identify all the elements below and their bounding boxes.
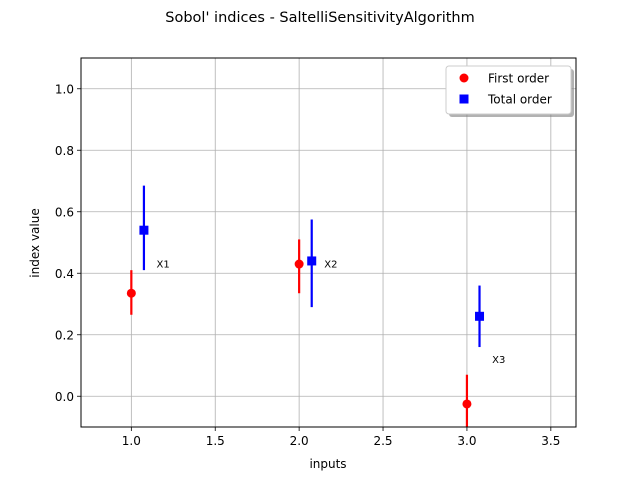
x-tick-label: 1.0 (122, 434, 141, 448)
legend-total-order-label: Total order (487, 93, 552, 107)
legend: First order Total order (445, 65, 574, 117)
plot-area: X1 X2 X3 (80, 57, 577, 428)
legend-total-order-marker (459, 94, 469, 104)
chart-title: Sobol' indices - SaltelliSensitivityAlgo… (165, 10, 474, 26)
y-axis-label: index value (28, 208, 42, 277)
x-tick-label: 2.5 (373, 434, 392, 448)
total-order-point (475, 311, 485, 321)
axes-frame (80, 57, 577, 428)
total-order-point (307, 256, 317, 266)
y-tick-label: 0.0 (55, 390, 74, 404)
y-tick-label: 1.0 (55, 82, 74, 96)
y-tick-label: 0.8 (55, 144, 74, 158)
total-order-point (139, 225, 149, 235)
first-order-point (126, 288, 136, 298)
data-layer: X1 X2 X3 (126, 185, 505, 427)
first-order-point (294, 259, 304, 269)
legend-first-order-marker (459, 73, 469, 83)
y-tick-label: 0.2 (55, 328, 74, 342)
grid (81, 58, 576, 427)
legend-first-order-label: First order (488, 72, 549, 86)
x-axis-label: inputs (309, 457, 346, 471)
first-order-point (462, 399, 472, 409)
legend-box (445, 65, 572, 115)
x-axis-ticks: 1.0 1.5 2.0 2.5 3.0 3.5 (122, 427, 560, 448)
x-tick-label: 1.5 (206, 434, 225, 448)
y-tick-label: 0.6 (55, 205, 74, 219)
y-axis-ticks: 0.0 0.2 0.4 0.6 0.8 1.0 (55, 82, 81, 404)
input-annotation: X2 (324, 260, 337, 271)
x-tick-label: 2.0 (290, 434, 309, 448)
x-tick-label: 3.5 (541, 434, 560, 448)
y-tick-label: 0.4 (55, 267, 74, 281)
input-annotation: X3 (492, 355, 505, 366)
input-annotation: X1 (157, 260, 170, 271)
x-tick-label: 3.0 (457, 434, 476, 448)
